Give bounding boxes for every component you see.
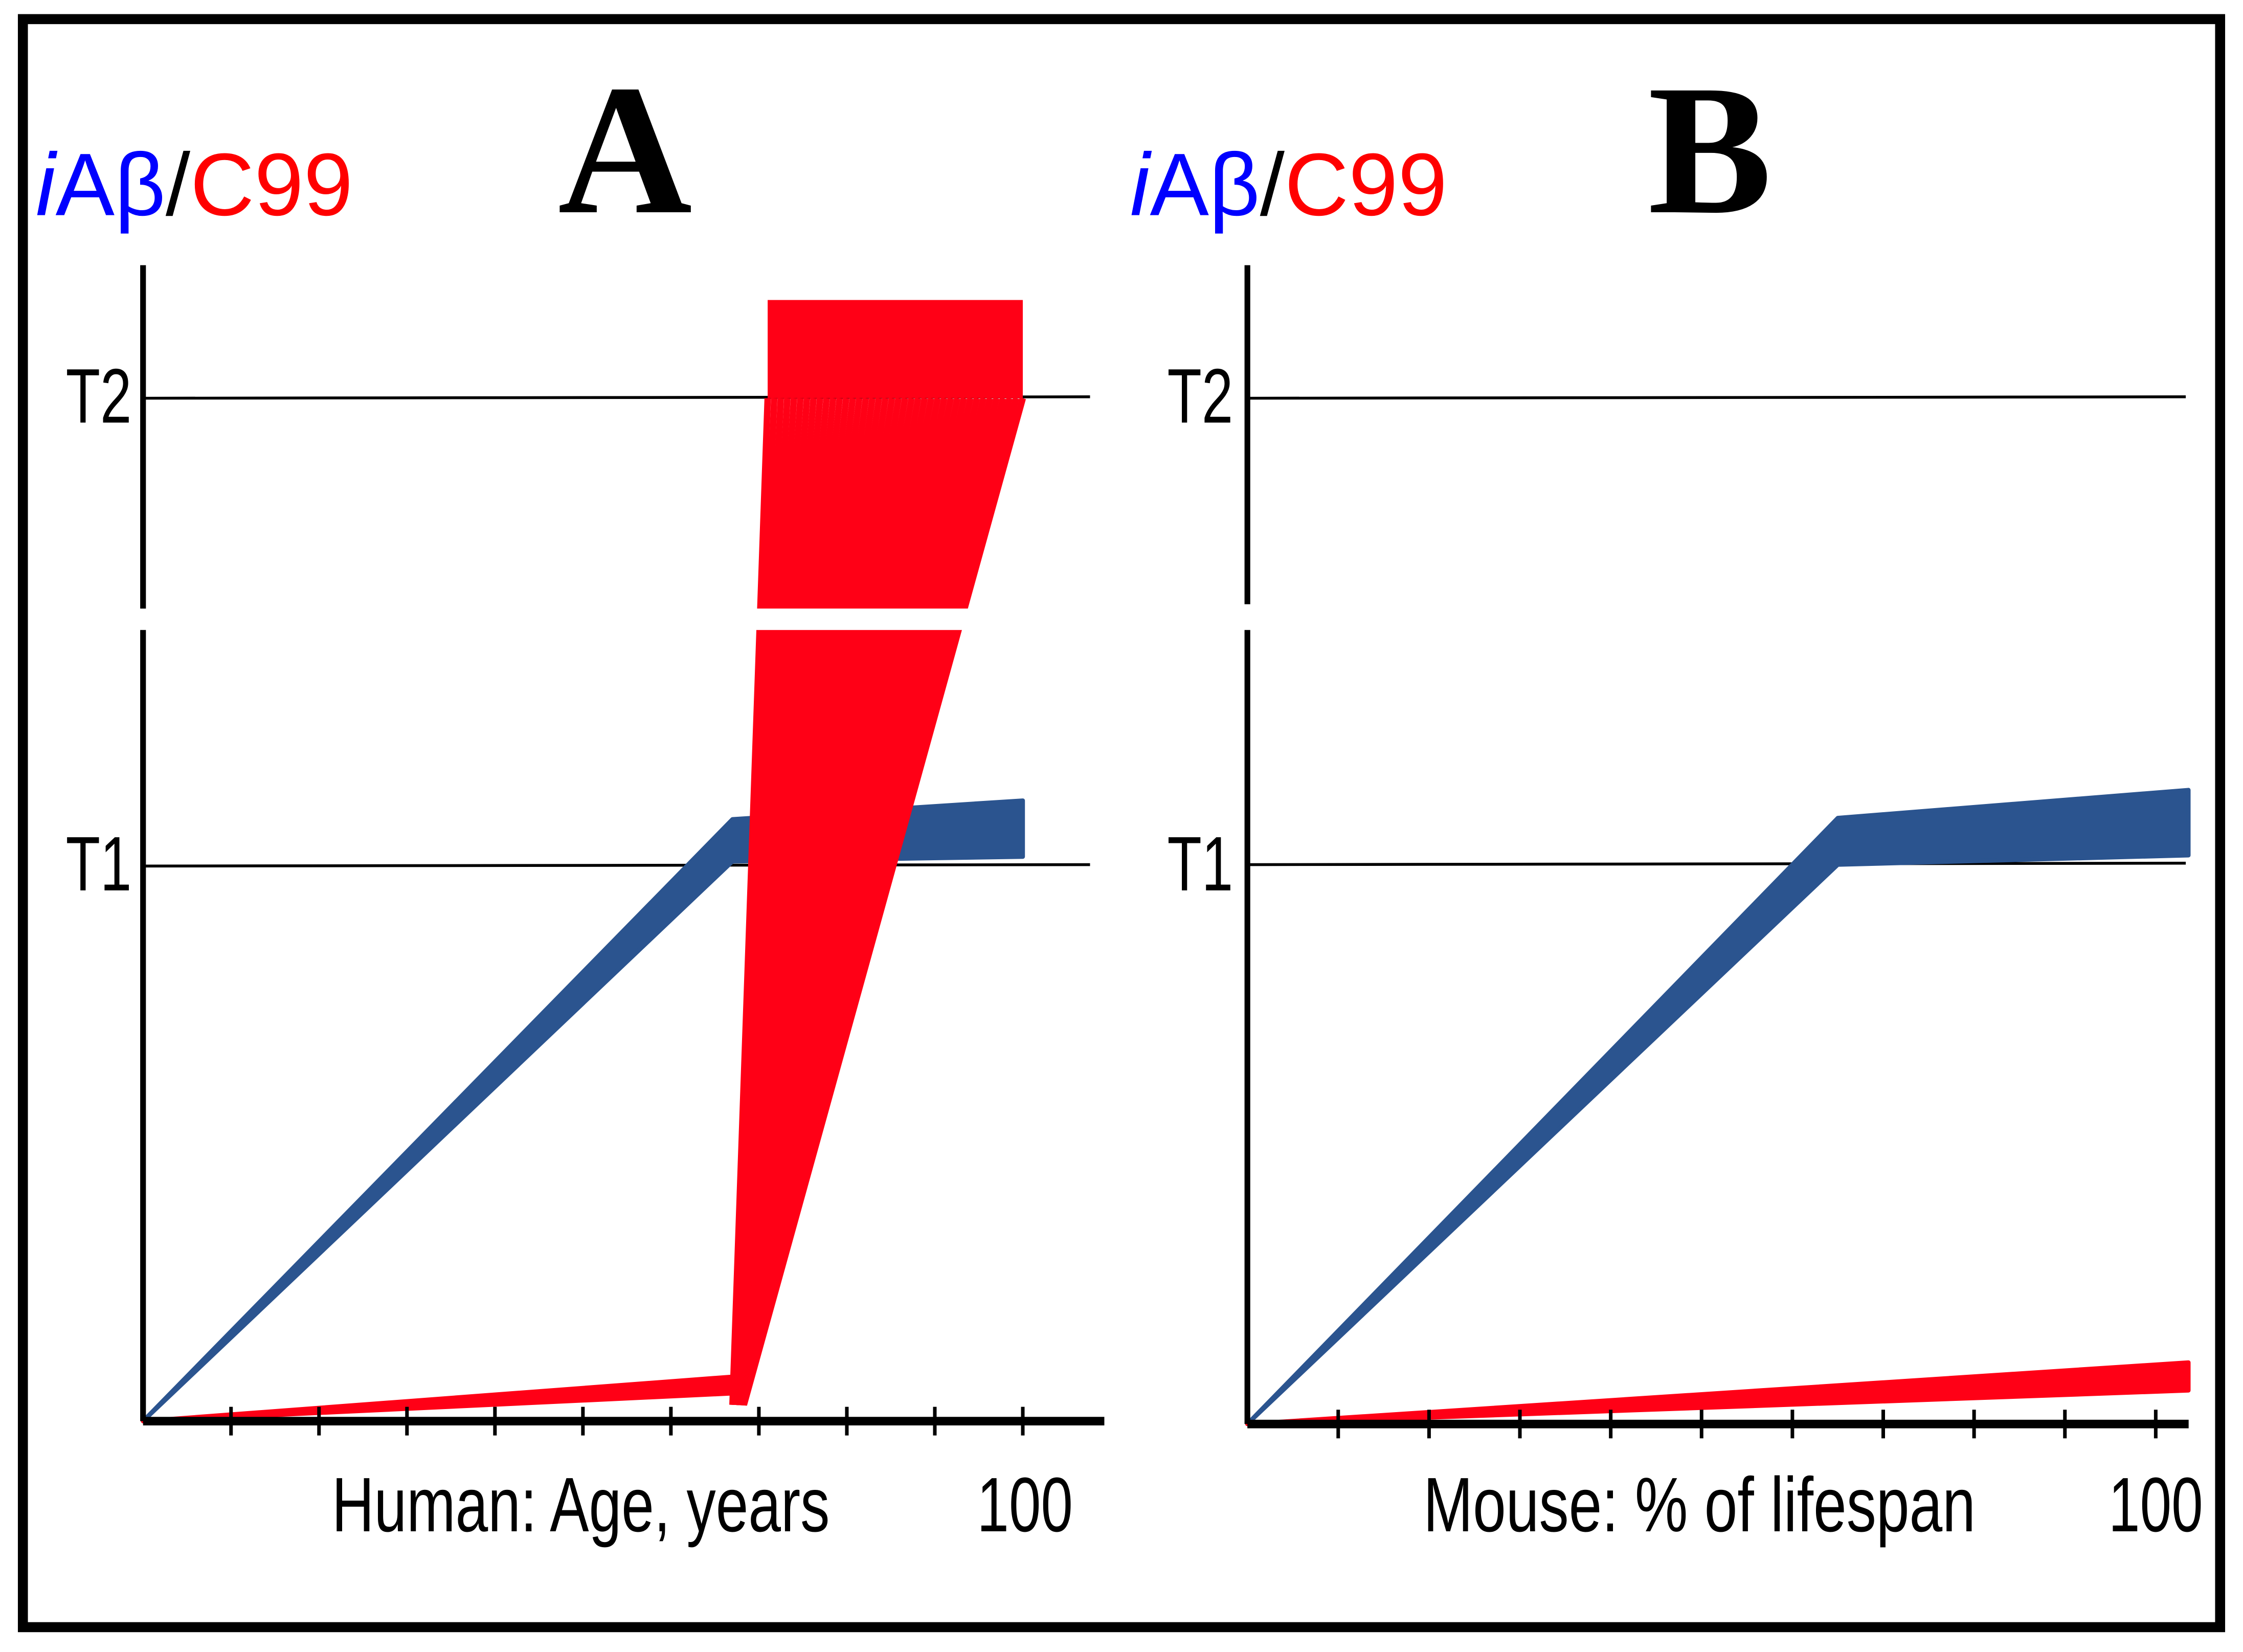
panel-a-t2-label: T2 — [66, 353, 132, 439]
panel-b-title: B — [1648, 47, 1772, 253]
panel-a-c99-surge-line — [741, 397, 1026, 1406]
panel-b-ylabel: iAβ/C99 — [1130, 135, 1447, 234]
panel-b-x-end-label: 100 — [2109, 1462, 2203, 1548]
panel-a-ylabel: iAβ/C99 — [36, 135, 353, 234]
panel-b-plot — [1233, 265, 2201, 1439]
panel-a-axis-break-gap — [128, 608, 1105, 630]
panel-a-threshold-t1-line — [143, 863, 1090, 868]
panel-b-t1-label: T1 — [1168, 821, 1233, 907]
panel-a-series-ia--band — [141, 798, 1025, 1423]
panel-a-plot — [128, 265, 1105, 1436]
panel-a-x-end-label: 100 — [977, 1462, 1072, 1548]
panel-b-threshold-t2-line — [1247, 395, 2186, 400]
figure-frame — [17, 14, 2226, 1633]
panel-b-xlabel: Mouse: % of lifespan — [1423, 1462, 1976, 1548]
panel-a-t1-label: T1 — [66, 821, 132, 907]
panel-a-xlabel: Human: Age, years — [332, 1462, 829, 1548]
panel-b-threshold-t1-line — [1247, 861, 2186, 866]
panel-b-t2-label: T2 — [1168, 353, 1233, 439]
panel-a-title: A — [558, 47, 692, 253]
panel-b-series-ia--band — [1245, 788, 2191, 1426]
panel-b-axis-break-gap — [1233, 604, 2201, 630]
panel-b-series-c99-band — [1245, 1360, 2191, 1426]
panel-a-c99-above-t2-block — [768, 300, 1023, 398]
